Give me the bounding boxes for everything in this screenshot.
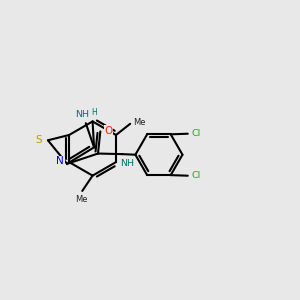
Text: H: H <box>91 107 97 116</box>
Text: S: S <box>36 135 42 145</box>
Text: Me: Me <box>75 195 88 204</box>
Text: Me: Me <box>133 118 146 127</box>
Text: N: N <box>56 157 64 166</box>
Text: NH: NH <box>120 159 134 168</box>
Text: Cl: Cl <box>191 129 201 138</box>
Text: NH: NH <box>75 110 89 119</box>
Text: O: O <box>104 126 113 136</box>
Text: Cl: Cl <box>191 171 201 180</box>
